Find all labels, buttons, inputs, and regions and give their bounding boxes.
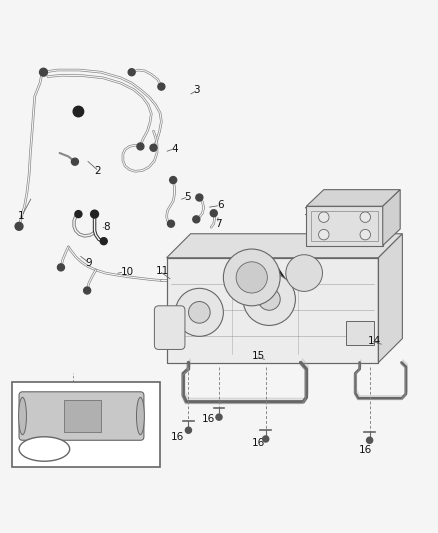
Circle shape [84,287,91,294]
Text: 16: 16 [359,445,372,455]
Circle shape [75,211,82,217]
Circle shape [85,451,91,456]
Text: 12: 12 [304,207,318,217]
Circle shape [175,288,223,336]
Circle shape [158,83,165,90]
Circle shape [318,229,329,240]
Circle shape [243,273,295,326]
Text: 16: 16 [171,432,184,442]
Circle shape [188,302,210,323]
Circle shape [196,194,203,201]
Circle shape [236,262,267,293]
Bar [346,321,374,345]
Polygon shape [166,258,378,362]
Text: 8: 8 [103,222,110,232]
Text: 9: 9 [86,258,92,268]
Text: 3: 3 [193,85,199,95]
Circle shape [258,288,280,310]
Text: 5: 5 [184,192,191,201]
Circle shape [185,427,191,433]
Circle shape [367,437,373,443]
Polygon shape [166,234,403,258]
Circle shape [73,106,84,117]
Circle shape [193,216,200,223]
Circle shape [360,229,371,240]
Text: 1: 1 [18,211,25,221]
Text: 18: 18 [33,439,47,449]
Polygon shape [378,234,403,362]
Polygon shape [306,190,400,206]
Bar [64,400,101,432]
Circle shape [223,249,280,306]
Text: 7: 7 [215,219,221,229]
FancyBboxPatch shape [154,306,185,350]
Text: 14: 14 [367,336,381,346]
FancyBboxPatch shape [19,392,144,440]
Circle shape [263,436,269,442]
Text: 16: 16 [252,438,265,448]
Text: 19: 19 [99,446,112,456]
Text: 13: 13 [326,218,339,228]
Circle shape [318,212,329,222]
Circle shape [286,255,322,292]
Polygon shape [306,206,383,246]
Circle shape [167,220,174,227]
Circle shape [39,68,47,76]
Text: 15: 15 [252,351,265,361]
Bar [12,382,160,467]
Circle shape [15,222,23,230]
Ellipse shape [137,398,145,435]
Bar [311,211,378,241]
Circle shape [170,176,177,183]
Circle shape [110,451,114,455]
Text: 4: 4 [171,143,177,154]
Text: 11: 11 [155,266,169,276]
Circle shape [360,212,371,222]
Text: 17: 17 [81,393,95,403]
Ellipse shape [18,398,26,435]
Text: 2: 2 [95,166,101,176]
Circle shape [71,158,78,165]
Circle shape [150,144,157,151]
Circle shape [57,264,64,271]
Circle shape [137,143,144,150]
Circle shape [216,414,222,420]
Text: 10: 10 [121,266,134,277]
Circle shape [128,69,135,76]
Circle shape [91,210,99,218]
Circle shape [38,448,42,452]
Circle shape [210,210,217,217]
Circle shape [100,238,107,245]
Text: 16: 16 [201,414,215,424]
Text: 6: 6 [217,200,223,211]
Ellipse shape [19,437,70,461]
Polygon shape [383,190,400,246]
